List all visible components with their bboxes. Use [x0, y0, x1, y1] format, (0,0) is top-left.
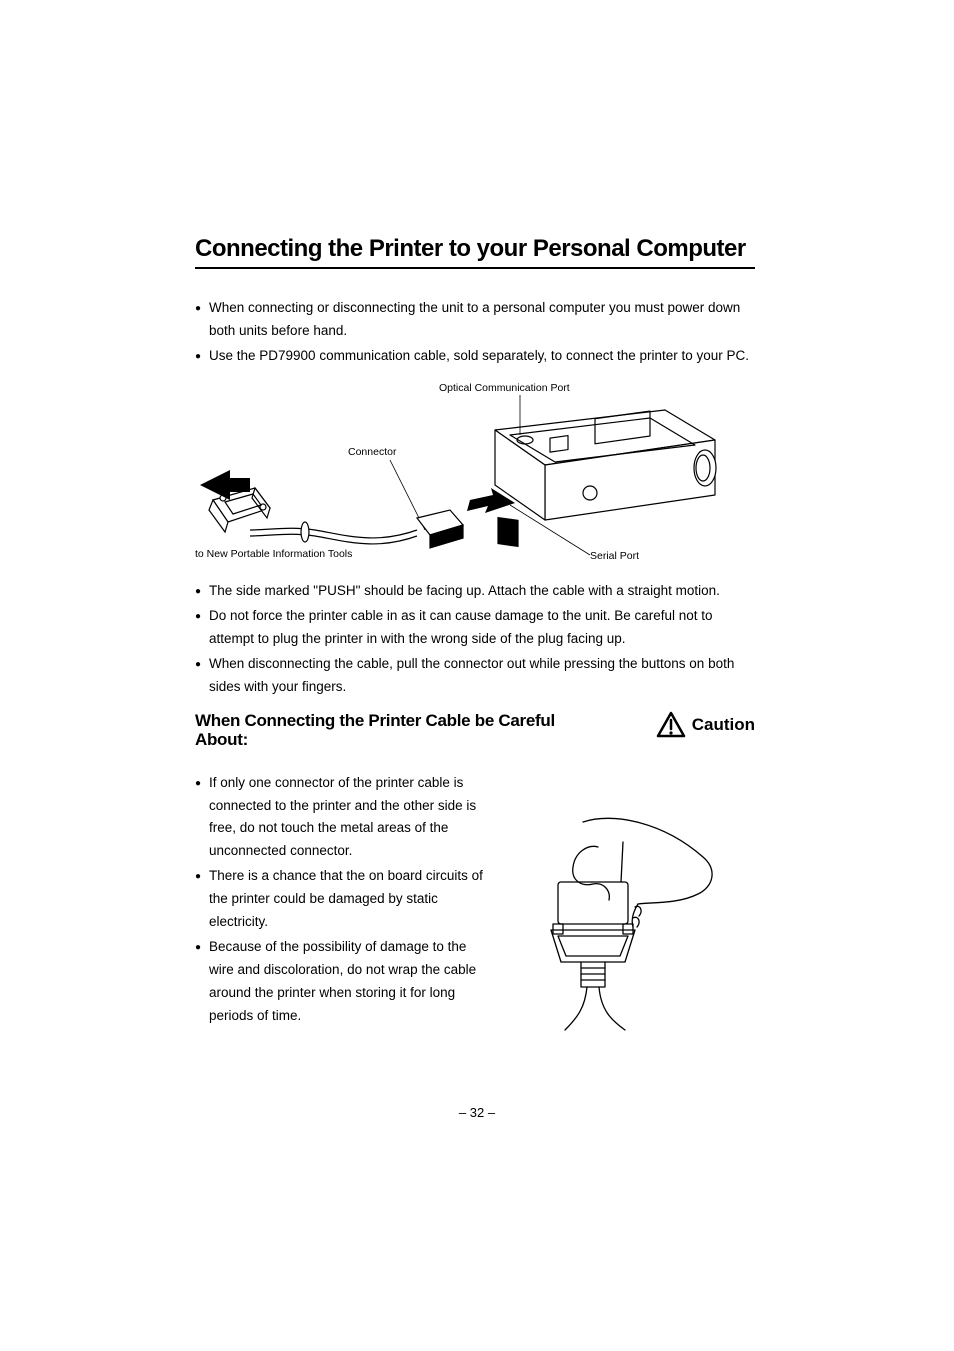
sub-heading: When Connecting the Printer Cable be Car… — [195, 711, 565, 750]
label-connector: Connector — [348, 446, 396, 458]
list-item: If only one connector of the printer cab… — [195, 772, 485, 864]
intro-bullet-list: When connecting or disconnecting the uni… — [195, 297, 755, 368]
mid-bullet-list: The side marked "PUSH" should be facing … — [195, 580, 755, 699]
list-item: The side marked "PUSH" should be facing … — [195, 580, 755, 603]
caution-badge: Caution — [656, 711, 755, 739]
list-item: Use the PD79900 communication cable, sol… — [195, 345, 755, 368]
page-title: Connecting the Printer to your Personal … — [195, 235, 755, 269]
label-serial-port: Serial Port — [590, 550, 639, 562]
warning-triangle-icon — [656, 711, 686, 739]
list-item: When connecting or disconnecting the uni… — [195, 297, 755, 343]
caution-label: Caution — [692, 715, 755, 735]
list-item: Do not force the printer cable in as it … — [195, 605, 755, 651]
page-number: – 32 – — [0, 1105, 954, 1120]
list-item: When disconnecting the cable, pull the c… — [195, 653, 755, 699]
list-item: There is a chance that the on board circ… — [195, 865, 485, 934]
caution-bullet-list: If only one connector of the printer cab… — [195, 772, 485, 1028]
hand-connector-diagram — [503, 812, 733, 1032]
list-item: Because of the possibility of damage to … — [195, 936, 485, 1028]
label-tool: to New Portable Information Tools — [195, 548, 352, 560]
label-optical-port: Optical Communication Port — [439, 382, 570, 394]
printer-connection-diagram: Optical Communication Port Connector Ser… — [195, 380, 755, 570]
